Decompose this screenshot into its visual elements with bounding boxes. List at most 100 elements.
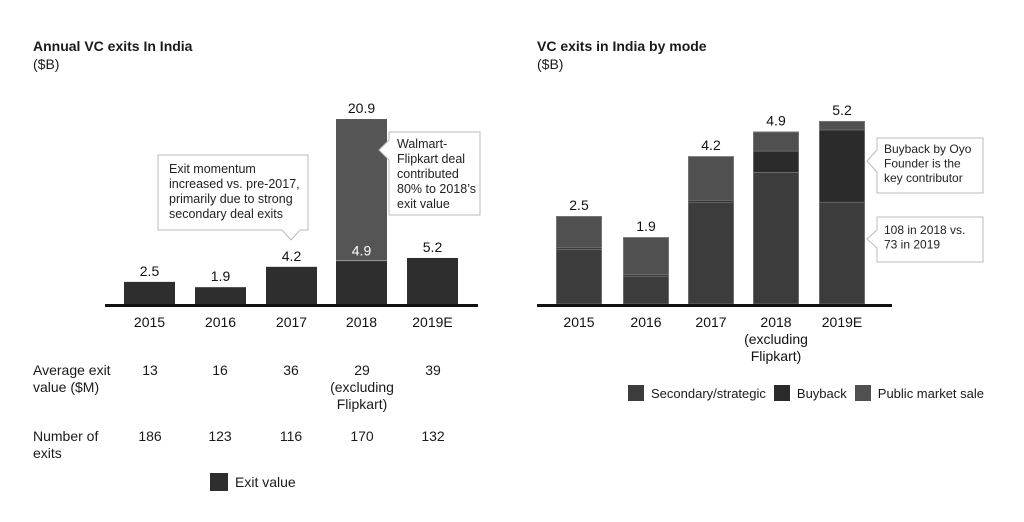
x-tick-label-1: 2016	[630, 314, 661, 330]
left-chart-title: Annual VC exits In India	[33, 38, 193, 54]
avg-value-2017: 36	[256, 362, 326, 379]
num-label-line: Number of	[33, 428, 99, 444]
bar-exit-value-2017	[266, 266, 317, 304]
right-legend: Secondary/strategic Buyback Public marke…	[628, 385, 984, 401]
data-label-2017: 4.2	[282, 248, 302, 264]
callout-line: Buyback by Oyo	[884, 142, 972, 156]
num-exits-2017: 116	[279, 428, 303, 444]
callout-exit-momentum: Exit momentum increased vs. pre-2017, prim…	[157, 154, 309, 241]
right-chart-unit: ($B)	[537, 56, 564, 72]
legend-swatch-secondary	[628, 385, 644, 401]
bar-buyback-1	[623, 274, 669, 276]
x-tick-label-2: 2017	[695, 314, 726, 330]
data-label-2019E: 5.2	[423, 239, 443, 255]
bar-secondary-4	[819, 201, 865, 304]
bar-public-2	[688, 156, 734, 201]
right-chart-title: VC exits in India by mode	[537, 38, 707, 54]
callout-line: increased vs. pre-2017,	[169, 177, 300, 191]
total-label-1: 1.9	[636, 218, 656, 234]
x-tick-label-2016: 2016	[205, 314, 236, 330]
avg-label-line: Average exit	[33, 362, 111, 378]
data-label-2015: 2.5	[140, 263, 160, 279]
callout-line: Walmart-	[397, 137, 447, 151]
left-legend: Exit value	[210, 473, 296, 491]
callout-line: 80% to 2018’s	[397, 182, 476, 196]
callout-line: 108 in 2018 vs.	[884, 223, 965, 237]
total-label-4: 5.2	[832, 102, 852, 118]
callout-line: secondary deal exits	[169, 207, 283, 221]
bar-secondary-2	[688, 201, 734, 304]
callout-secondary-count: 108 in 2018 vs. 73 in 2019	[866, 216, 984, 263]
bar-buyback-3	[753, 150, 799, 172]
total-label-0: 2.5	[569, 197, 589, 213]
number-of-exits-label: Number of exits	[33, 428, 98, 462]
bar-buyback-4	[819, 129, 865, 202]
data-label-2018: 4.9	[352, 243, 372, 259]
avg-value-2016: 16	[185, 362, 255, 379]
avg-value-text: 39	[425, 362, 441, 378]
left-chart-unit: ($B)	[33, 56, 60, 72]
callout-line: Flipkart deal	[397, 152, 465, 166]
avg-value-text: 16	[212, 362, 228, 378]
x-tick-line: (excluding	[744, 331, 808, 347]
callout-line: 73 in 2019	[884, 238, 940, 252]
x-tick-label-2015: 2015	[134, 314, 165, 330]
bar-exit-value-2015	[124, 281, 175, 304]
callout-line: primarily due to strong	[169, 192, 293, 206]
callout-line: Exit momentum	[169, 162, 256, 176]
bar-secondary-1	[623, 275, 669, 304]
num-exits-2018: 170	[350, 428, 374, 444]
callout-line: contributed	[397, 167, 459, 181]
legend-label-buyback: Buyback	[796, 385, 847, 401]
data-label-2016: 1.9	[211, 268, 231, 284]
total-label-2: 4.2	[701, 137, 721, 153]
x-tick-label-2017: 2017	[276, 314, 307, 330]
x-tick-label-2018: 2018 (excluding Flipkart)	[744, 314, 808, 364]
bar-secondary-0	[556, 249, 602, 304]
num-label-line: exits	[33, 445, 62, 461]
bar-exit-value-2016	[195, 287, 246, 304]
avg-value-note: (excluding	[330, 379, 394, 395]
legend-swatch-exit-value	[210, 473, 228, 491]
bar-secondary-3	[753, 172, 799, 304]
callout-line: key contributor	[884, 171, 963, 185]
avg-label-line: value ($M)	[33, 379, 100, 395]
x-tick-line: Flipkart)	[751, 348, 802, 364]
legend-swatch-buyback	[773, 385, 790, 401]
avg-exit-value-label: Average exit value ($M)	[33, 362, 111, 396]
legend-swatch-public	[854, 385, 871, 401]
bar-public-0	[556, 216, 602, 248]
bar-buyback-0	[556, 247, 602, 250]
legend-label-public: Public market sale	[877, 385, 984, 401]
callout-walmart-flipkart: Walmart-Flipkart deal contributed 80% to 2…	[378, 131, 481, 216]
right-chart: 2.5 2015 1.9 2016 4.2 2017 4.9 2018 (excluding Fl…	[537, 102, 984, 364]
x-tick-label-2018: 2018	[346, 314, 377, 330]
num-exits-2015: 186	[138, 428, 162, 444]
avg-value-2018: 29 (excluding Flipkart)	[327, 362, 397, 413]
x-tick-label-0: 2015	[563, 314, 594, 330]
x-tick-label-4: 2019E	[822, 314, 862, 330]
total-label-3: 4.9	[766, 113, 786, 129]
avg-value-text: 36	[283, 362, 299, 378]
avg-value-2019e: 39	[398, 362, 468, 379]
num-exits-2016: 123	[208, 428, 232, 444]
num-exits-2019e: 132	[421, 428, 445, 444]
svg-text:108 in 2018 vs.73 in 2019: 108 in 2018 vs. 73 in 2019	[884, 223, 965, 252]
callout-line: exit value	[397, 197, 450, 211]
bar-public-4	[819, 120, 865, 130]
x-tick-label-2019E: 2019E	[412, 314, 452, 330]
legend-label-secondary: Secondary/strategic	[651, 385, 766, 401]
callout-line: Founder is the	[884, 157, 961, 171]
avg-value-text: 29	[354, 362, 370, 378]
bar-walmart-flipkart-2018	[336, 119, 387, 261]
avg-value-text: 13	[142, 362, 158, 378]
total-label-2018: 20.9	[348, 100, 375, 116]
bar-public-3	[753, 131, 799, 151]
avg-value-note: Flipkart)	[336, 396, 388, 412]
bar-public-1	[623, 237, 669, 275]
legend-label-exit-value: Exit value	[235, 474, 296, 490]
bar-exit-value-2018	[336, 260, 387, 304]
bar-exit-value-2019E	[407, 257, 458, 304]
